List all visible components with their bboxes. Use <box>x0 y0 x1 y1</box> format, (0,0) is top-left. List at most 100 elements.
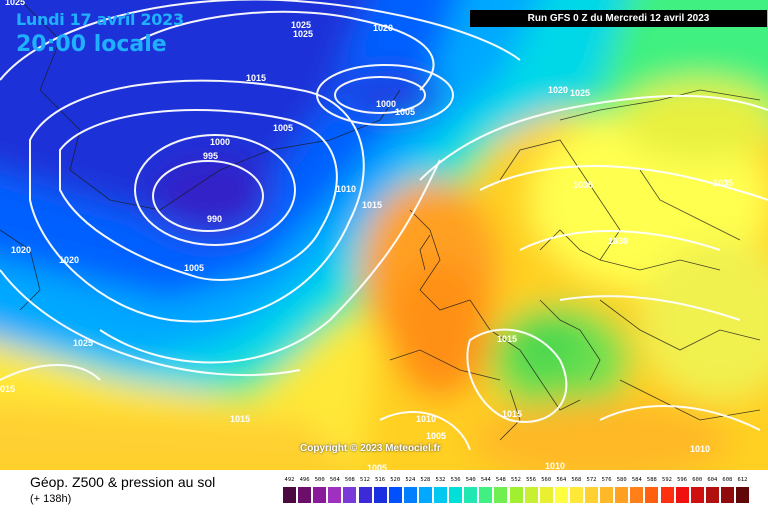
scale-value-label: 532 <box>435 477 446 483</box>
scale-swatch <box>524 487 538 503</box>
scale-swatch <box>494 487 508 503</box>
scale-value-label: 512 <box>360 477 370 483</box>
geopotential-field <box>0 0 768 470</box>
scale-swatch <box>358 487 372 503</box>
valid-time: 20:00 locale <box>16 32 167 57</box>
isobar-label: 015 <box>0 384 15 394</box>
isobar-label: 1020 <box>548 85 568 95</box>
scale-swatch <box>600 487 614 503</box>
scale-value-label: 564 <box>556 477 567 483</box>
scale-value-label: 584 <box>631 477 642 483</box>
isobar-label: 1010 <box>416 414 436 424</box>
scale-swatch <box>388 487 402 503</box>
scale-swatch <box>630 487 644 503</box>
scale-swatch <box>434 487 447 503</box>
scale-value-label: 528 <box>420 477 431 483</box>
weather-map: 1025 1025 1025 1020 1015 1000 1005 1005 … <box>0 0 768 470</box>
scale-swatch <box>418 487 432 503</box>
isobar-label: 1000 <box>210 137 230 147</box>
scale-swatch <box>585 487 598 503</box>
scale-swatch <box>615 487 629 503</box>
scale-swatch <box>298 487 312 503</box>
scale-value-label: 592 <box>662 477 672 483</box>
scale-swatch <box>690 487 704 503</box>
scale-value-label: 588 <box>646 477 657 483</box>
isobar-label: 1025 <box>570 88 590 98</box>
isobar-label: 1025 <box>291 20 311 30</box>
isobar-label: 1020 <box>373 23 393 33</box>
isobar-label: 1005 <box>273 123 293 133</box>
scale-swatch <box>373 487 387 503</box>
scale-swatch <box>343 487 357 503</box>
scale-value-label: 548 <box>495 477 506 483</box>
isobar-label: 990 <box>207 214 222 224</box>
isobar-label: 1005 <box>367 463 387 470</box>
isobar-label: 1025 <box>293 29 313 39</box>
scale-value-label: 536 <box>450 477 461 483</box>
scale-swatch <box>660 487 674 503</box>
coastlines <box>0 0 761 441</box>
scale-value-label: 560 <box>541 477 552 483</box>
scale-value-label: 492 <box>284 477 295 483</box>
scale-swatch <box>645 487 659 503</box>
isobar-label: 1015 <box>362 200 382 210</box>
isobars <box>0 0 768 450</box>
isobar-label: 1015 <box>502 409 522 419</box>
scale-swatch <box>569 487 583 503</box>
scale-value-label: 608 <box>722 477 733 483</box>
isobar-label: 1020 <box>11 245 31 255</box>
isobar-label: 1010 <box>545 461 565 470</box>
isobar-label: 1025 <box>5 0 25 7</box>
copyright: Copyright © 2023 Meteociel.fr <box>300 443 441 454</box>
scale-swatch <box>554 487 568 503</box>
scale-swatch <box>283 487 296 503</box>
scale-value-label: 540 <box>465 477 476 483</box>
scale-swatch <box>403 487 417 503</box>
scale-swatch <box>449 487 463 503</box>
isobar-labels: 1025 1025 1025 1020 1015 1000 1005 1005 … <box>0 0 733 470</box>
scale-value-label: 556 <box>526 477 537 483</box>
scale-value-label: 508 <box>344 477 355 483</box>
isobar-label: 1030 <box>608 236 628 246</box>
valid-date: Lundi 17 avril 2023 <box>16 10 184 29</box>
isobar-label: 1000 <box>376 99 396 109</box>
isobar-label: 1005 <box>426 431 446 441</box>
isobar-label: 1035 <box>573 180 593 190</box>
color-scale-legend: 492 496 500 504 508 512 516 520 524 528 532 536 540 5… <box>283 477 751 507</box>
run-info-banner: Run GFS 0 Z du Mercredi 12 avril 2023 <box>470 10 767 27</box>
scale-value-label: 600 <box>692 477 703 483</box>
isobar-label: 1015 <box>246 73 266 83</box>
lead-time: (+ 138h) <box>30 493 72 505</box>
scale-value-label: 604 <box>707 477 718 483</box>
isobar-label: 1035 <box>713 178 733 188</box>
isobar-label: 1015 <box>497 334 517 344</box>
scale-value-label: 544 <box>480 477 491 483</box>
scale-value-label: 524 <box>405 477 416 483</box>
isobar-label: 1025 <box>73 338 93 348</box>
isobar-label: 1015 <box>230 414 250 424</box>
isobar-label: 1020 <box>59 255 79 265</box>
isobar-label: 1010 <box>690 444 710 454</box>
scale-swatch <box>539 487 553 503</box>
scale-value-label: 516 <box>375 477 386 483</box>
scale-value-label: 572 <box>586 477 597 483</box>
scale-value-label: 612 <box>737 477 748 483</box>
scale-value-label: 500 <box>314 477 325 483</box>
scale-value-label: 596 <box>677 477 688 483</box>
scale-swatch <box>705 487 719 503</box>
scale-value-label: 552 <box>511 477 521 483</box>
scale-value-label: 576 <box>601 477 612 483</box>
scale-swatch <box>479 487 493 503</box>
scale-value-label: 568 <box>571 477 582 483</box>
isobar-label: 995 <box>203 151 218 161</box>
parameter-title: Géop. Z500 & pression au sol <box>30 474 216 490</box>
scale-value-label: 496 <box>299 477 310 483</box>
scale-swatch <box>313 487 327 503</box>
scale-swatch <box>736 487 749 503</box>
scale-swatch <box>328 487 342 503</box>
isobar-label: 1005 <box>395 107 415 117</box>
isobar-label: 1010 <box>336 184 356 194</box>
scale-value-label: 504 <box>329 477 340 483</box>
scale-swatch <box>509 487 523 503</box>
scale-swatch <box>464 487 478 503</box>
